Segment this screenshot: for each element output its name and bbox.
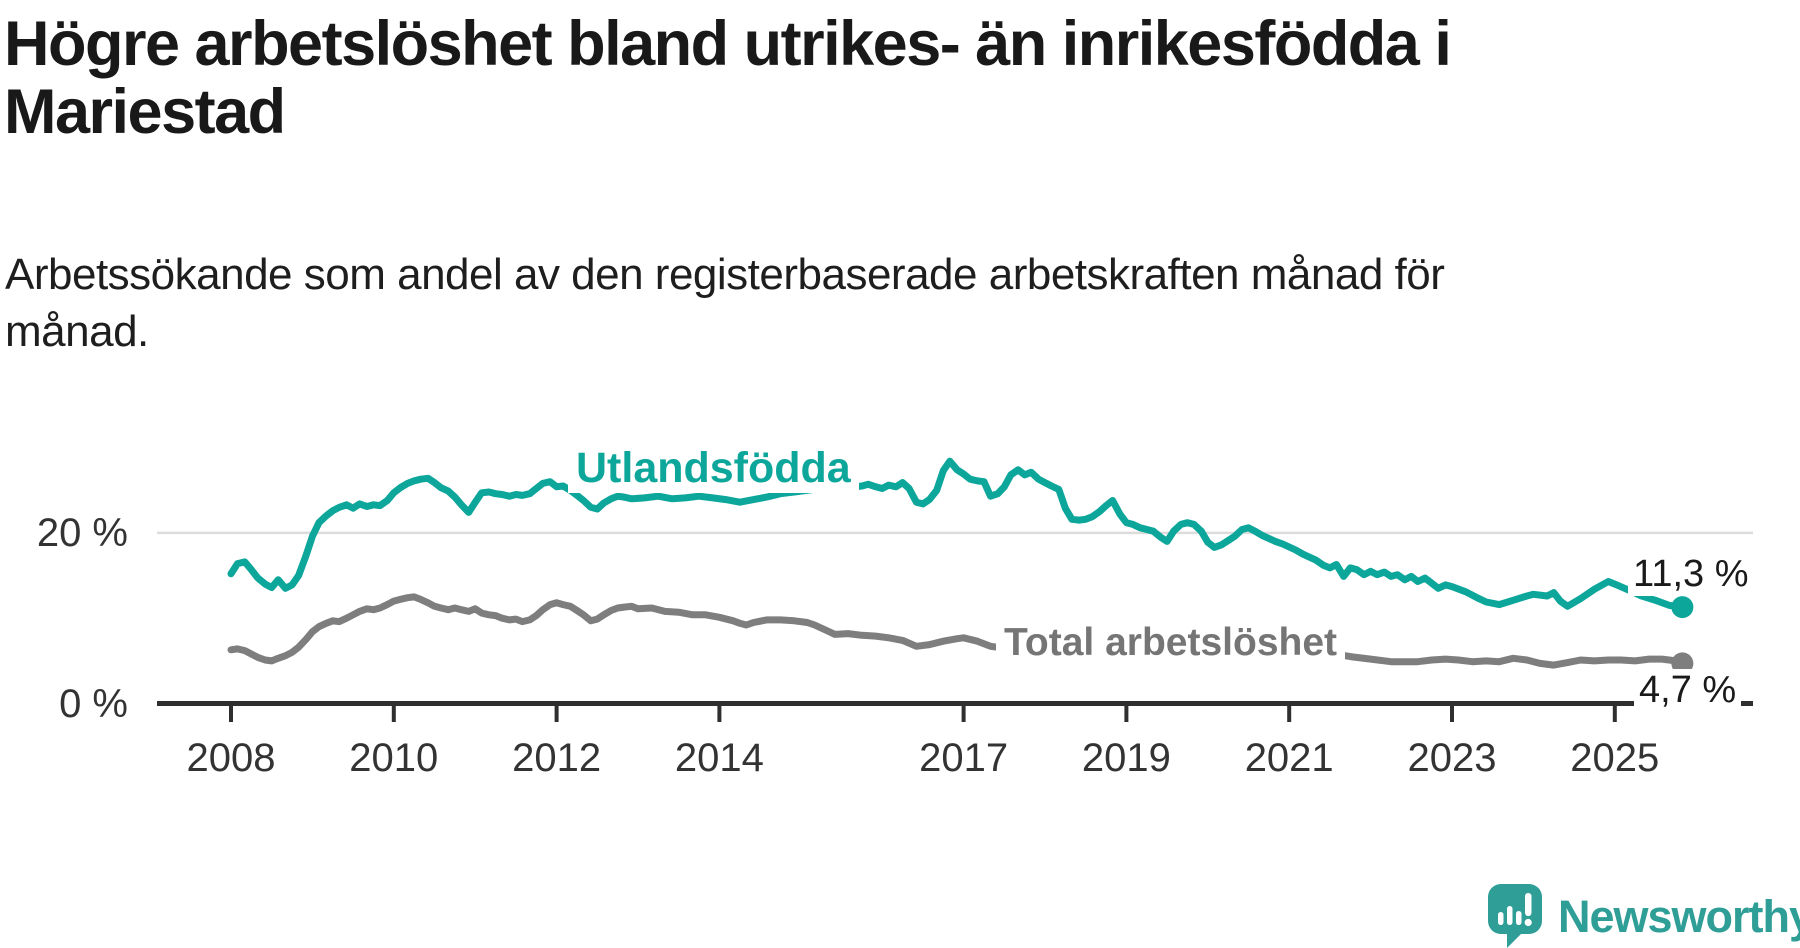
title-line-1: Högre arbetslöshet bland utrikes- än inr… [4, 9, 1452, 79]
end-dot-total-arbetsl-shet [1671, 652, 1694, 675]
logo-bar-2 [1507, 906, 1513, 925]
end-dot-utlandsf-dda [1671, 596, 1694, 619]
subtitle: Arbetssökande som andel av den registerb… [5, 246, 1765, 360]
series-line-total-arbetsl-shet [227, 593, 1686, 669]
logo-bar-3 [1516, 911, 1522, 925]
x-axis-label-2008: 2008 [186, 736, 276, 780]
subtitle-line-1: Arbetssökande som andel av den registerb… [5, 250, 1445, 299]
x-axis-label-2014: 2014 [674, 736, 764, 780]
x-axis-label-2010: 2010 [349, 736, 439, 780]
logo-exclamation-dot [1524, 918, 1532, 927]
logo-exclamation-bar [1525, 893, 1532, 916]
logo-bar-1 [1498, 912, 1504, 925]
y-axis-label-0: 0 % [59, 682, 128, 726]
newsworthy-logo-icon [1488, 884, 1542, 948]
end-value-label-utlandsfodda: 11,3 % [1628, 553, 1754, 596]
logo-bubble-shape [1488, 884, 1542, 948]
x-axis-label-2012: 2012 [512, 736, 602, 780]
x-axis-label-2023: 2023 [1407, 736, 1497, 780]
y-axis-label-20: 20 % [36, 511, 128, 555]
series-label-utlandsfodda: Utlandsfödda [568, 444, 859, 493]
newsworthy-wordmark: Newsworthy [1558, 890, 1800, 942]
newsworthy-branding: Newsworthy [1488, 884, 1800, 948]
x-axis-label-2019: 2019 [1081, 736, 1171, 780]
x-axis-label-2017: 2017 [919, 736, 1009, 780]
x-axis-label-2025: 2025 [1570, 736, 1660, 780]
end-value-label-total: 4,7 % [1634, 669, 1742, 712]
title-line-2: Mariestad [4, 77, 286, 147]
subtitle-line-2: månad. [5, 307, 149, 356]
x-axis-label-2021: 2021 [1244, 736, 1334, 780]
page-title: Högre arbetslöshet bland utrikes- än inr… [4, 10, 1784, 146]
series-line-utlandsf-dda [227, 457, 1686, 611]
series-label-total-arbetsloshet: Total arbetslöshet [996, 621, 1346, 665]
